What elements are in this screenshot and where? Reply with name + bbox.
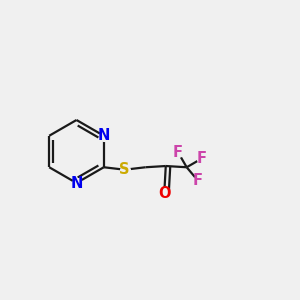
Text: N: N: [98, 128, 110, 143]
Text: F: F: [193, 173, 203, 188]
Text: O: O: [158, 185, 170, 200]
Text: F: F: [197, 151, 207, 166]
Text: F: F: [173, 145, 183, 160]
Text: N: N: [70, 176, 83, 190]
Text: S: S: [119, 162, 130, 177]
